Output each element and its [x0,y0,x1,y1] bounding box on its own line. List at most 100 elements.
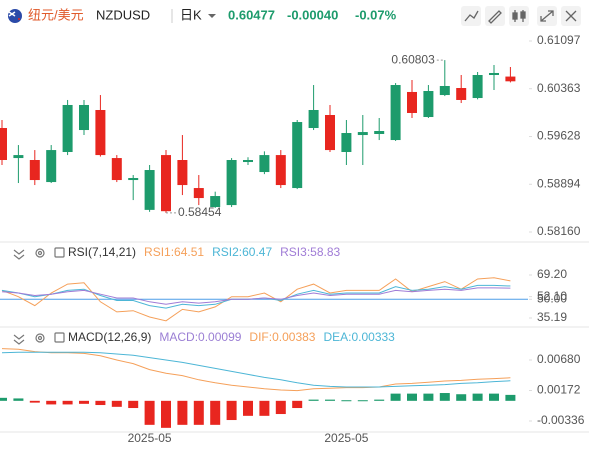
pair-name: 纽元/美元 [28,7,84,22]
histogram-bar [79,400,89,404]
histogram-bar [390,393,401,401]
histogram-bar [259,400,270,416]
candle-body [472,75,483,99]
price: 0.60477 [228,7,275,22]
period[interactable]: 日K [180,7,202,22]
histogram-bar [193,400,204,425]
candle-body [505,76,516,82]
flag-icon [8,9,22,23]
toggle-icon[interactable] [54,332,65,343]
legend-entry: DIF:0.00383 [249,330,315,344]
histogram-bar [128,400,139,409]
legend-entry: RSI(7,14,21) [68,245,136,259]
legend-entry: MACD:0.00099 [159,330,241,344]
period-caret[interactable] [208,14,216,18]
close-button[interactable] [561,6,581,26]
y-tick-label: 69.20 [537,267,567,281]
histogram-bar [472,393,483,401]
indicator-line [1,351,511,388]
candle-body [439,85,450,96]
candle-body [161,155,171,212]
histogram-bar [489,393,499,401]
legend-entry: DEA:0.00333 [323,330,395,344]
y-tick-label: 0.59628 [537,129,581,143]
candle-body [325,115,335,151]
histogram-bar [0,397,7,401]
y-tick-label: 0.58160 [537,224,581,238]
histogram-bar [308,399,319,401]
candle-body [308,109,319,129]
histogram-bar [177,400,188,425]
indicator-button[interactable] [461,6,481,26]
x-tick-label: 2025-05 [128,431,172,445]
histogram-bar [456,394,467,401]
legend-entry: RSI1:64.51 [144,245,204,259]
candle-button[interactable] [509,6,529,26]
collapse-icon[interactable] [13,249,25,260]
candle-body [111,158,122,181]
candle-body [226,160,237,206]
candle-body [46,150,57,183]
candle-body [407,91,417,113]
y-tick-label: 0.60363 [537,81,581,95]
histogram-bar [423,393,434,401]
settings-icon[interactable] [35,333,45,343]
high-label: 0.60803 [391,52,435,66]
draw-button[interactable] [485,6,505,26]
candle-body [357,132,368,136]
histogram-bar [505,394,516,401]
candle-body [374,131,385,134]
candle-body [210,196,221,208]
candle-body [292,122,303,189]
legend-entry: MACD(12,26,9) [68,330,151,344]
candle-body [193,188,204,199]
indicator-line [1,277,511,322]
indicator-line [1,287,511,305]
fullscreen-button[interactable] [537,6,557,26]
histogram-bar [29,400,40,403]
settings-icon[interactable] [35,248,45,258]
candle-body [62,104,73,153]
candle-body [456,88,467,100]
candle-body [341,133,352,153]
histogram-bar [226,400,237,421]
legend-entry: RSI3:58.83 [280,245,340,259]
y-tick-label: 35.19 [537,310,567,324]
symbol: NZDUSD [96,7,150,22]
histogram-bar [374,399,385,401]
candle-body [275,155,286,186]
histogram-bar [341,400,352,402]
low-label: 0.58454 [178,205,222,219]
histogram-bar [325,399,335,401]
legend-entry: RSI2:60.47 [212,245,272,259]
histogram-bar [111,400,122,407]
candle-body [128,178,139,181]
candle-body [29,160,40,181]
histogram-bar [46,400,57,405]
histogram-bar [95,400,106,406]
toggle-icon[interactable] [54,247,65,258]
indicator-line [1,348,511,392]
candle-body [259,155,270,173]
candle-body [390,85,401,141]
histogram-bar [439,393,450,401]
candle-body [144,170,155,210]
histogram-bar [161,400,171,428]
change-pct: -0.07% [355,7,397,22]
candle-body [243,160,253,163]
y-tick-label: 52.10 [537,289,567,303]
histogram-bar [210,400,221,425]
histogram-bar [13,398,24,401]
histogram-bar [275,400,286,415]
y-tick-label: -0.00336 [537,413,585,427]
histogram-bar [243,400,253,416]
histogram-bar [292,400,303,409]
y-tick-label: 0.00680 [537,352,581,366]
change: -0.00040 [287,7,338,22]
y-tick-label: 0.00172 [537,383,581,397]
collapse-icon[interactable] [13,334,25,345]
histogram-bar [407,393,417,401]
candle-body [13,155,24,159]
y-tick-label: 50.00 [537,291,567,305]
